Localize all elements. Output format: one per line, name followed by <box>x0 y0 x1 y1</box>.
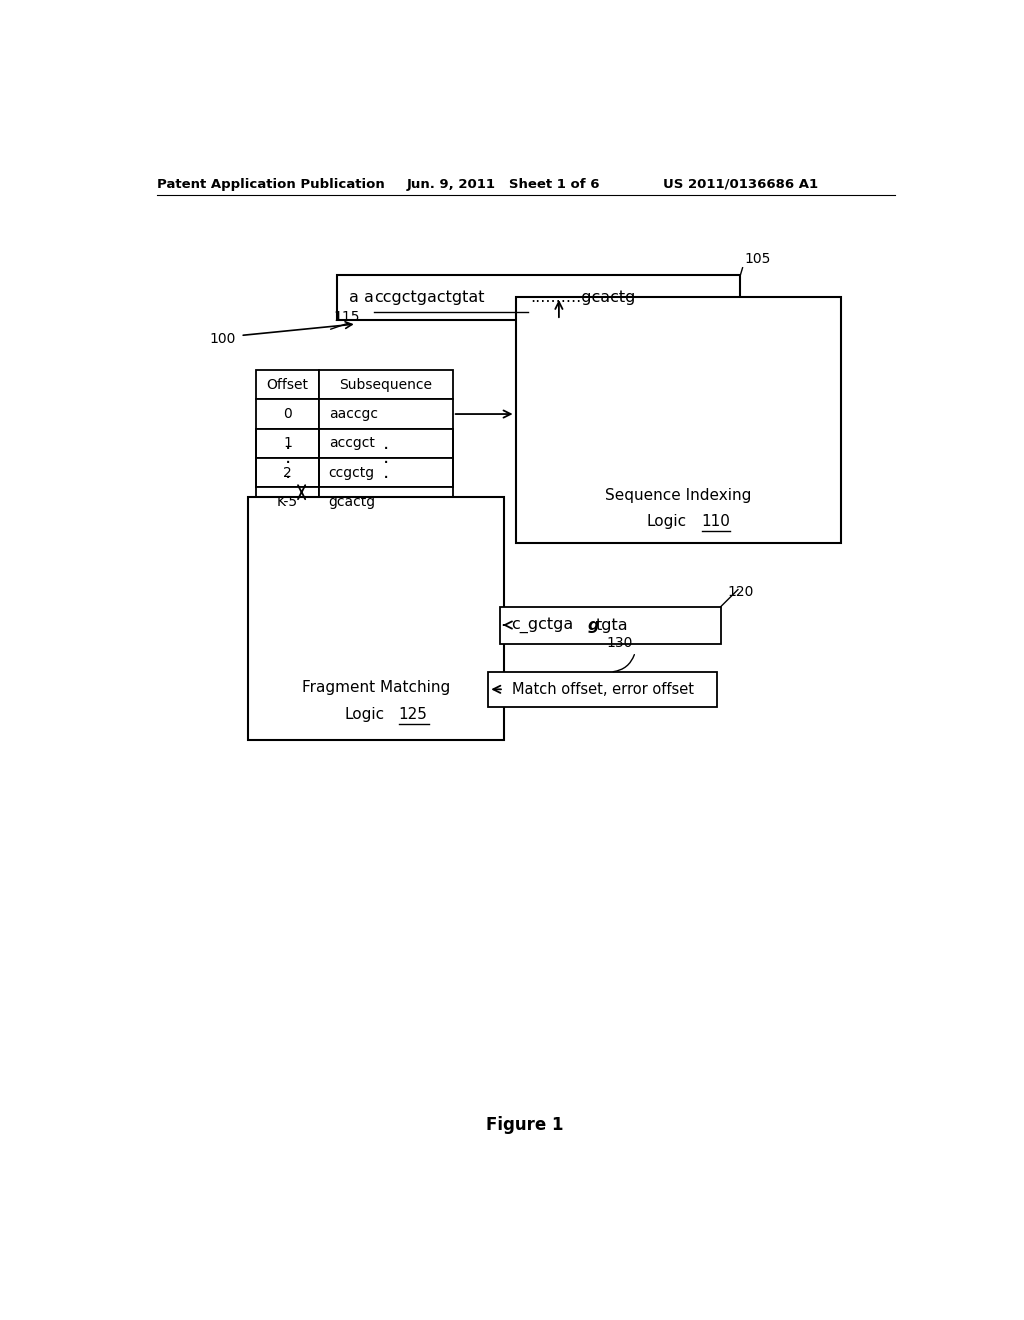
Text: accgct: accgct <box>329 437 375 450</box>
Text: .: . <box>383 463 389 482</box>
Text: tgta: tgta <box>596 618 629 632</box>
Text: 130: 130 <box>606 636 633 651</box>
Text: .: . <box>285 434 291 453</box>
Text: .: . <box>383 434 389 453</box>
Text: .: . <box>383 449 389 467</box>
Bar <box>319 458 453 487</box>
Text: Offset: Offset <box>266 378 308 392</box>
Bar <box>515 297 841 544</box>
Text: aaccgc: aaccgc <box>329 407 378 421</box>
Text: g: g <box>588 618 599 632</box>
Text: 120: 120 <box>727 585 754 599</box>
Bar <box>256 429 319 458</box>
Bar <box>337 276 740 321</box>
Text: 125: 125 <box>398 706 428 722</box>
Text: Jun. 9, 2011   Sheet 1 of 6: Jun. 9, 2011 Sheet 1 of 6 <box>407 178 600 190</box>
Bar <box>500 607 721 644</box>
Bar <box>256 400 319 429</box>
Bar <box>319 429 453 458</box>
Text: a a: a a <box>349 290 374 305</box>
Bar <box>488 672 717 706</box>
Text: ccgctg: ccgctg <box>329 466 375 479</box>
Text: c_gctga: c_gctga <box>511 618 573 632</box>
Text: Logic: Logic <box>344 706 384 722</box>
Text: 0: 0 <box>284 407 292 421</box>
Bar <box>256 487 319 516</box>
Text: K-5: K-5 <box>278 495 298 508</box>
Bar <box>319 487 453 516</box>
Text: .: . <box>285 449 291 467</box>
Text: 110: 110 <box>701 515 730 529</box>
Text: Subsequence: Subsequence <box>340 378 432 392</box>
Bar <box>248 498 504 739</box>
Text: 105: 105 <box>744 252 770 267</box>
Text: 100: 100 <box>209 331 236 346</box>
Text: US 2011/0136686 A1: US 2011/0136686 A1 <box>663 178 818 190</box>
Text: .: . <box>285 463 291 482</box>
Text: 2: 2 <box>284 466 292 479</box>
Text: Sequence Indexing: Sequence Indexing <box>605 488 752 503</box>
Text: Figure 1: Figure 1 <box>486 1115 563 1134</box>
Bar <box>319 400 453 429</box>
Text: Patent Application Publication: Patent Application Publication <box>158 178 385 190</box>
Text: 1: 1 <box>284 437 292 450</box>
Bar <box>319 370 453 400</box>
Text: Logic: Logic <box>646 515 687 529</box>
Bar <box>256 458 319 487</box>
Text: 115: 115 <box>334 310 359 323</box>
Text: ..........gcactg: ..........gcactg <box>529 290 635 305</box>
Text: gcactg: gcactg <box>329 495 376 508</box>
Text: ccgctgactgtat: ccgctgactgtat <box>374 290 484 305</box>
Bar <box>256 370 319 400</box>
Text: Match offset, error offset: Match offset, error offset <box>512 682 693 697</box>
Text: Fragment Matching: Fragment Matching <box>302 680 451 694</box>
